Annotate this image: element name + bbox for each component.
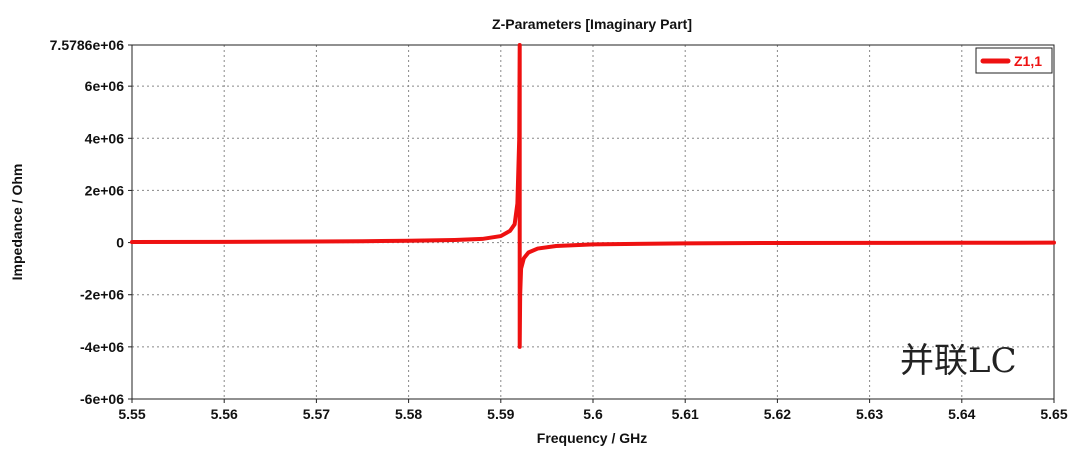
tick-layer: 5.55 5.56 5.57 5.58 5.59 5.6 5.61 5.62 5.63 5.64 5… [50, 37, 1068, 422]
x-tick-label: 5.63 [856, 406, 883, 422]
y-tick-label: 6e+06 [85, 78, 125, 94]
x-tick-label: 5.55 [118, 406, 145, 422]
y-tick-label: 0 [116, 235, 124, 251]
x-tick-label: 5.6 [583, 406, 603, 422]
y-tick-label: 2e+06 [85, 182, 125, 198]
y-tick-label: 4e+06 [85, 130, 125, 146]
x-tick-label: 5.59 [487, 406, 514, 422]
y-tick-label: 7.5786e+06 [50, 37, 125, 53]
x-tick-label: 5.56 [211, 406, 238, 422]
annotation-parallel-lc: 并联LC [900, 341, 1017, 381]
chart-title: Z-Parameters [Imaginary Part] [492, 16, 692, 32]
series-line-z11 [130, 43, 1056, 349]
y-tick-label: -6e+06 [80, 391, 124, 407]
x-tick-label: 5.58 [395, 406, 422, 422]
x-tick-label: 5.64 [948, 406, 975, 422]
x-tick-label: 5.57 [303, 406, 330, 422]
legend: Z1,1 [975, 47, 1053, 74]
y-axis-label: Impedance / Ohm [9, 164, 25, 281]
x-tick-label: 5.62 [764, 406, 791, 422]
y-tick-label: -4e+06 [80, 339, 124, 355]
y-tick-label: -2e+06 [80, 287, 124, 303]
legend-label-z11: Z1,1 [1014, 53, 1042, 69]
x-tick-label: 5.61 [672, 406, 699, 422]
x-axis-label: Frequency / GHz [537, 430, 647, 446]
series-layer [130, 43, 1056, 349]
x-tick-label: 5.65 [1040, 406, 1067, 422]
